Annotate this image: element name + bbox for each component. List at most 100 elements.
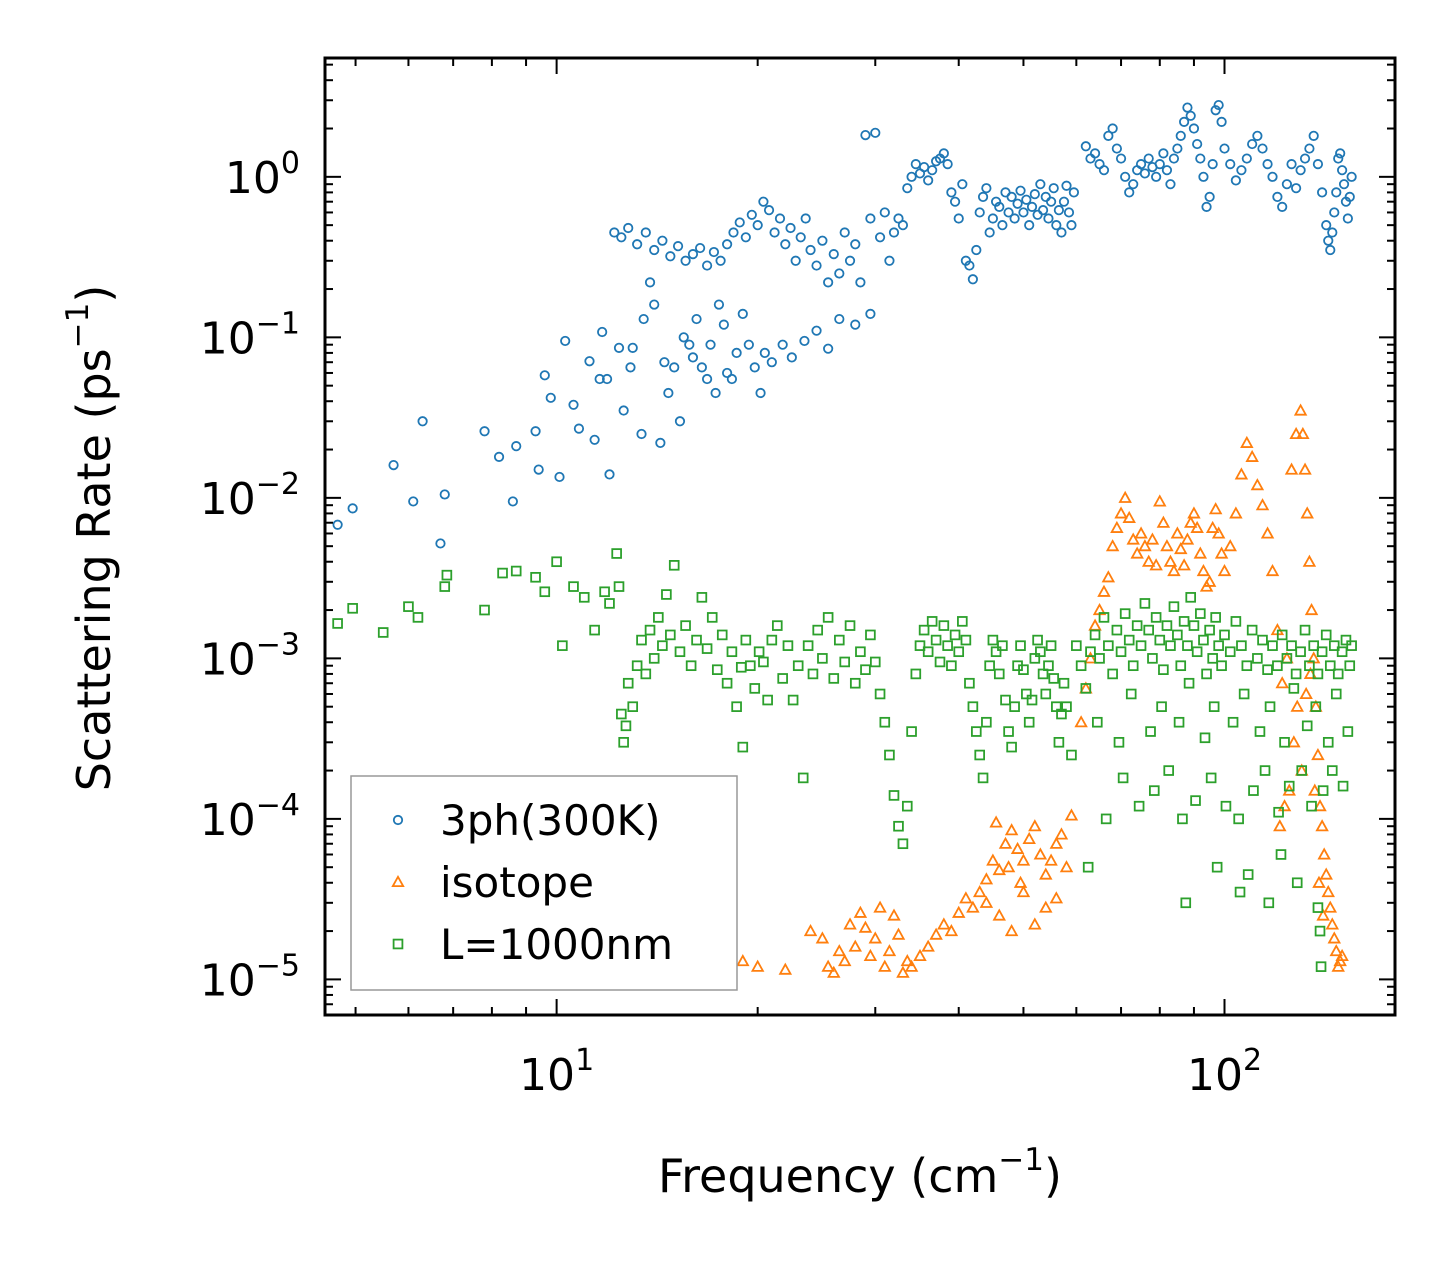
data-point xyxy=(441,569,453,581)
data-point xyxy=(1317,785,1329,796)
data-point xyxy=(822,612,834,623)
data-point xyxy=(746,209,757,220)
data-point xyxy=(1053,205,1065,216)
data-point xyxy=(971,244,982,256)
legend-label-boundary: L=1000nm xyxy=(440,920,673,969)
data-point xyxy=(1312,668,1324,680)
data-point xyxy=(1012,198,1023,209)
tick-labels: 101 102 100 10−1 10−2 10−3 10−4 10−5 xyxy=(200,146,1262,1101)
data-point xyxy=(1321,885,1335,898)
data-point xyxy=(1128,179,1139,190)
data-point xyxy=(1342,726,1354,737)
data-point xyxy=(1004,823,1019,836)
data-point xyxy=(817,235,828,246)
data-point xyxy=(878,959,892,972)
data-point xyxy=(594,373,605,385)
data-point xyxy=(1299,686,1313,700)
data-point xyxy=(1198,634,1209,646)
data-point xyxy=(715,255,726,266)
data-point xyxy=(510,565,522,577)
data-point xyxy=(388,459,399,471)
data-point xyxy=(1344,660,1356,672)
data-point xyxy=(1273,819,1287,832)
data-point xyxy=(1183,677,1195,689)
data-point xyxy=(863,948,878,961)
data-point xyxy=(1006,741,1017,753)
data-point xyxy=(828,249,839,260)
data-point xyxy=(661,589,672,600)
data-point xyxy=(786,352,797,363)
data-point xyxy=(812,624,824,636)
data-point xyxy=(942,159,953,170)
data-point xyxy=(990,196,1002,207)
data-point xyxy=(823,277,834,288)
data-point xyxy=(839,227,850,238)
data-point xyxy=(1248,785,1259,796)
data-point xyxy=(901,800,913,812)
data-point xyxy=(777,673,788,684)
data-point xyxy=(884,749,895,761)
data-point xyxy=(638,313,649,325)
data-point xyxy=(1097,584,1111,597)
data-point xyxy=(951,905,966,918)
data-point xyxy=(616,232,627,243)
data-point xyxy=(1323,900,1338,913)
data-point xyxy=(1310,701,1322,712)
data-point xyxy=(1068,187,1080,198)
data-point xyxy=(616,708,627,720)
data-point xyxy=(701,260,713,271)
data-point xyxy=(674,416,686,427)
data-point xyxy=(1080,141,1091,152)
data-point xyxy=(1223,539,1237,552)
data-point xyxy=(696,362,707,373)
data-point xyxy=(974,749,986,761)
data-point xyxy=(1000,694,1011,706)
data-point xyxy=(722,239,733,250)
data-point xyxy=(1252,653,1263,664)
data-point xyxy=(1273,806,1284,818)
data-point xyxy=(1037,205,1049,216)
data-point xyxy=(986,853,1000,866)
data-point xyxy=(807,668,819,680)
data-point xyxy=(934,656,946,668)
data-point xyxy=(1290,699,1304,712)
data-point xyxy=(1241,660,1253,672)
data-point xyxy=(953,646,965,658)
data-point xyxy=(657,640,668,651)
data-point xyxy=(1126,532,1140,545)
data-point xyxy=(992,862,1006,876)
data-point xyxy=(701,373,713,385)
data-point xyxy=(728,227,739,238)
data-point xyxy=(680,255,691,266)
data-point xyxy=(918,624,930,636)
data-point xyxy=(1316,908,1330,921)
legend-markers xyxy=(391,814,405,950)
data-point xyxy=(874,232,886,243)
data-point xyxy=(777,339,788,350)
data-point xyxy=(1236,165,1247,176)
data-point xyxy=(1118,490,1132,503)
data-point xyxy=(1048,673,1060,684)
data-point xyxy=(1010,841,1025,854)
data-point xyxy=(834,268,845,279)
data-point xyxy=(834,313,845,325)
data-point xyxy=(1208,701,1220,712)
data-point xyxy=(1328,640,1340,651)
data-point xyxy=(797,772,809,784)
data-point xyxy=(573,423,585,434)
data-point xyxy=(1058,196,1070,207)
data-point xyxy=(1029,189,1040,200)
data-point xyxy=(1180,532,1195,545)
data-point xyxy=(412,612,424,623)
legend-marker-2 xyxy=(392,938,404,950)
data-point xyxy=(865,308,876,319)
data-point xyxy=(811,260,822,271)
data-point xyxy=(799,335,810,347)
data-point xyxy=(1141,554,1156,567)
data-point xyxy=(1319,867,1333,880)
plot-frame xyxy=(323,56,1397,1017)
data-point xyxy=(1024,220,1035,231)
data-point xyxy=(408,496,419,507)
data-point xyxy=(568,581,579,592)
data-point xyxy=(1304,143,1315,154)
